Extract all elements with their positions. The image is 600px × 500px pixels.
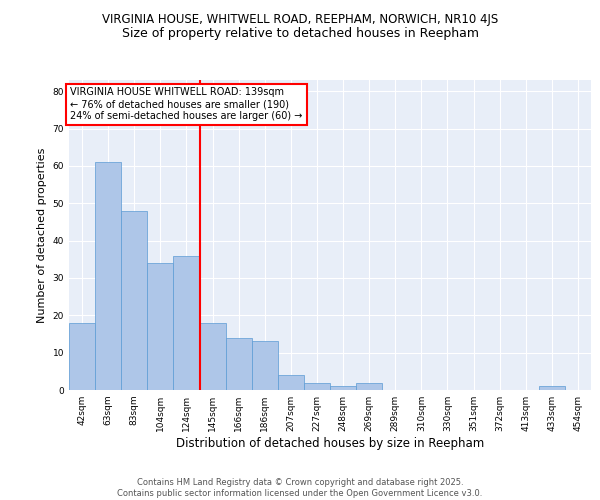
Bar [252,342,278,390]
Bar [121,210,148,390]
Y-axis label: Number of detached properties: Number of detached properties [37,148,47,322]
Bar [148,263,173,390]
Bar [226,338,252,390]
Bar [304,382,330,390]
Text: Size of property relative to detached houses in Reepham: Size of property relative to detached ho… [121,28,479,40]
Bar [356,382,382,390]
Bar [278,375,304,390]
Bar [69,323,95,390]
Bar [95,162,121,390]
Bar [199,323,226,390]
X-axis label: Distribution of detached houses by size in Reepham: Distribution of detached houses by size … [176,437,484,450]
Bar [173,256,199,390]
Bar [330,386,356,390]
Text: VIRGINIA HOUSE, WHITWELL ROAD, REEPHAM, NORWICH, NR10 4JS: VIRGINIA HOUSE, WHITWELL ROAD, REEPHAM, … [102,12,498,26]
Text: VIRGINIA HOUSE WHITWELL ROAD: 139sqm
← 76% of detached houses are smaller (190)
: VIRGINIA HOUSE WHITWELL ROAD: 139sqm ← 7… [70,88,302,120]
Text: Contains HM Land Registry data © Crown copyright and database right 2025.
Contai: Contains HM Land Registry data © Crown c… [118,478,482,498]
Bar [539,386,565,390]
